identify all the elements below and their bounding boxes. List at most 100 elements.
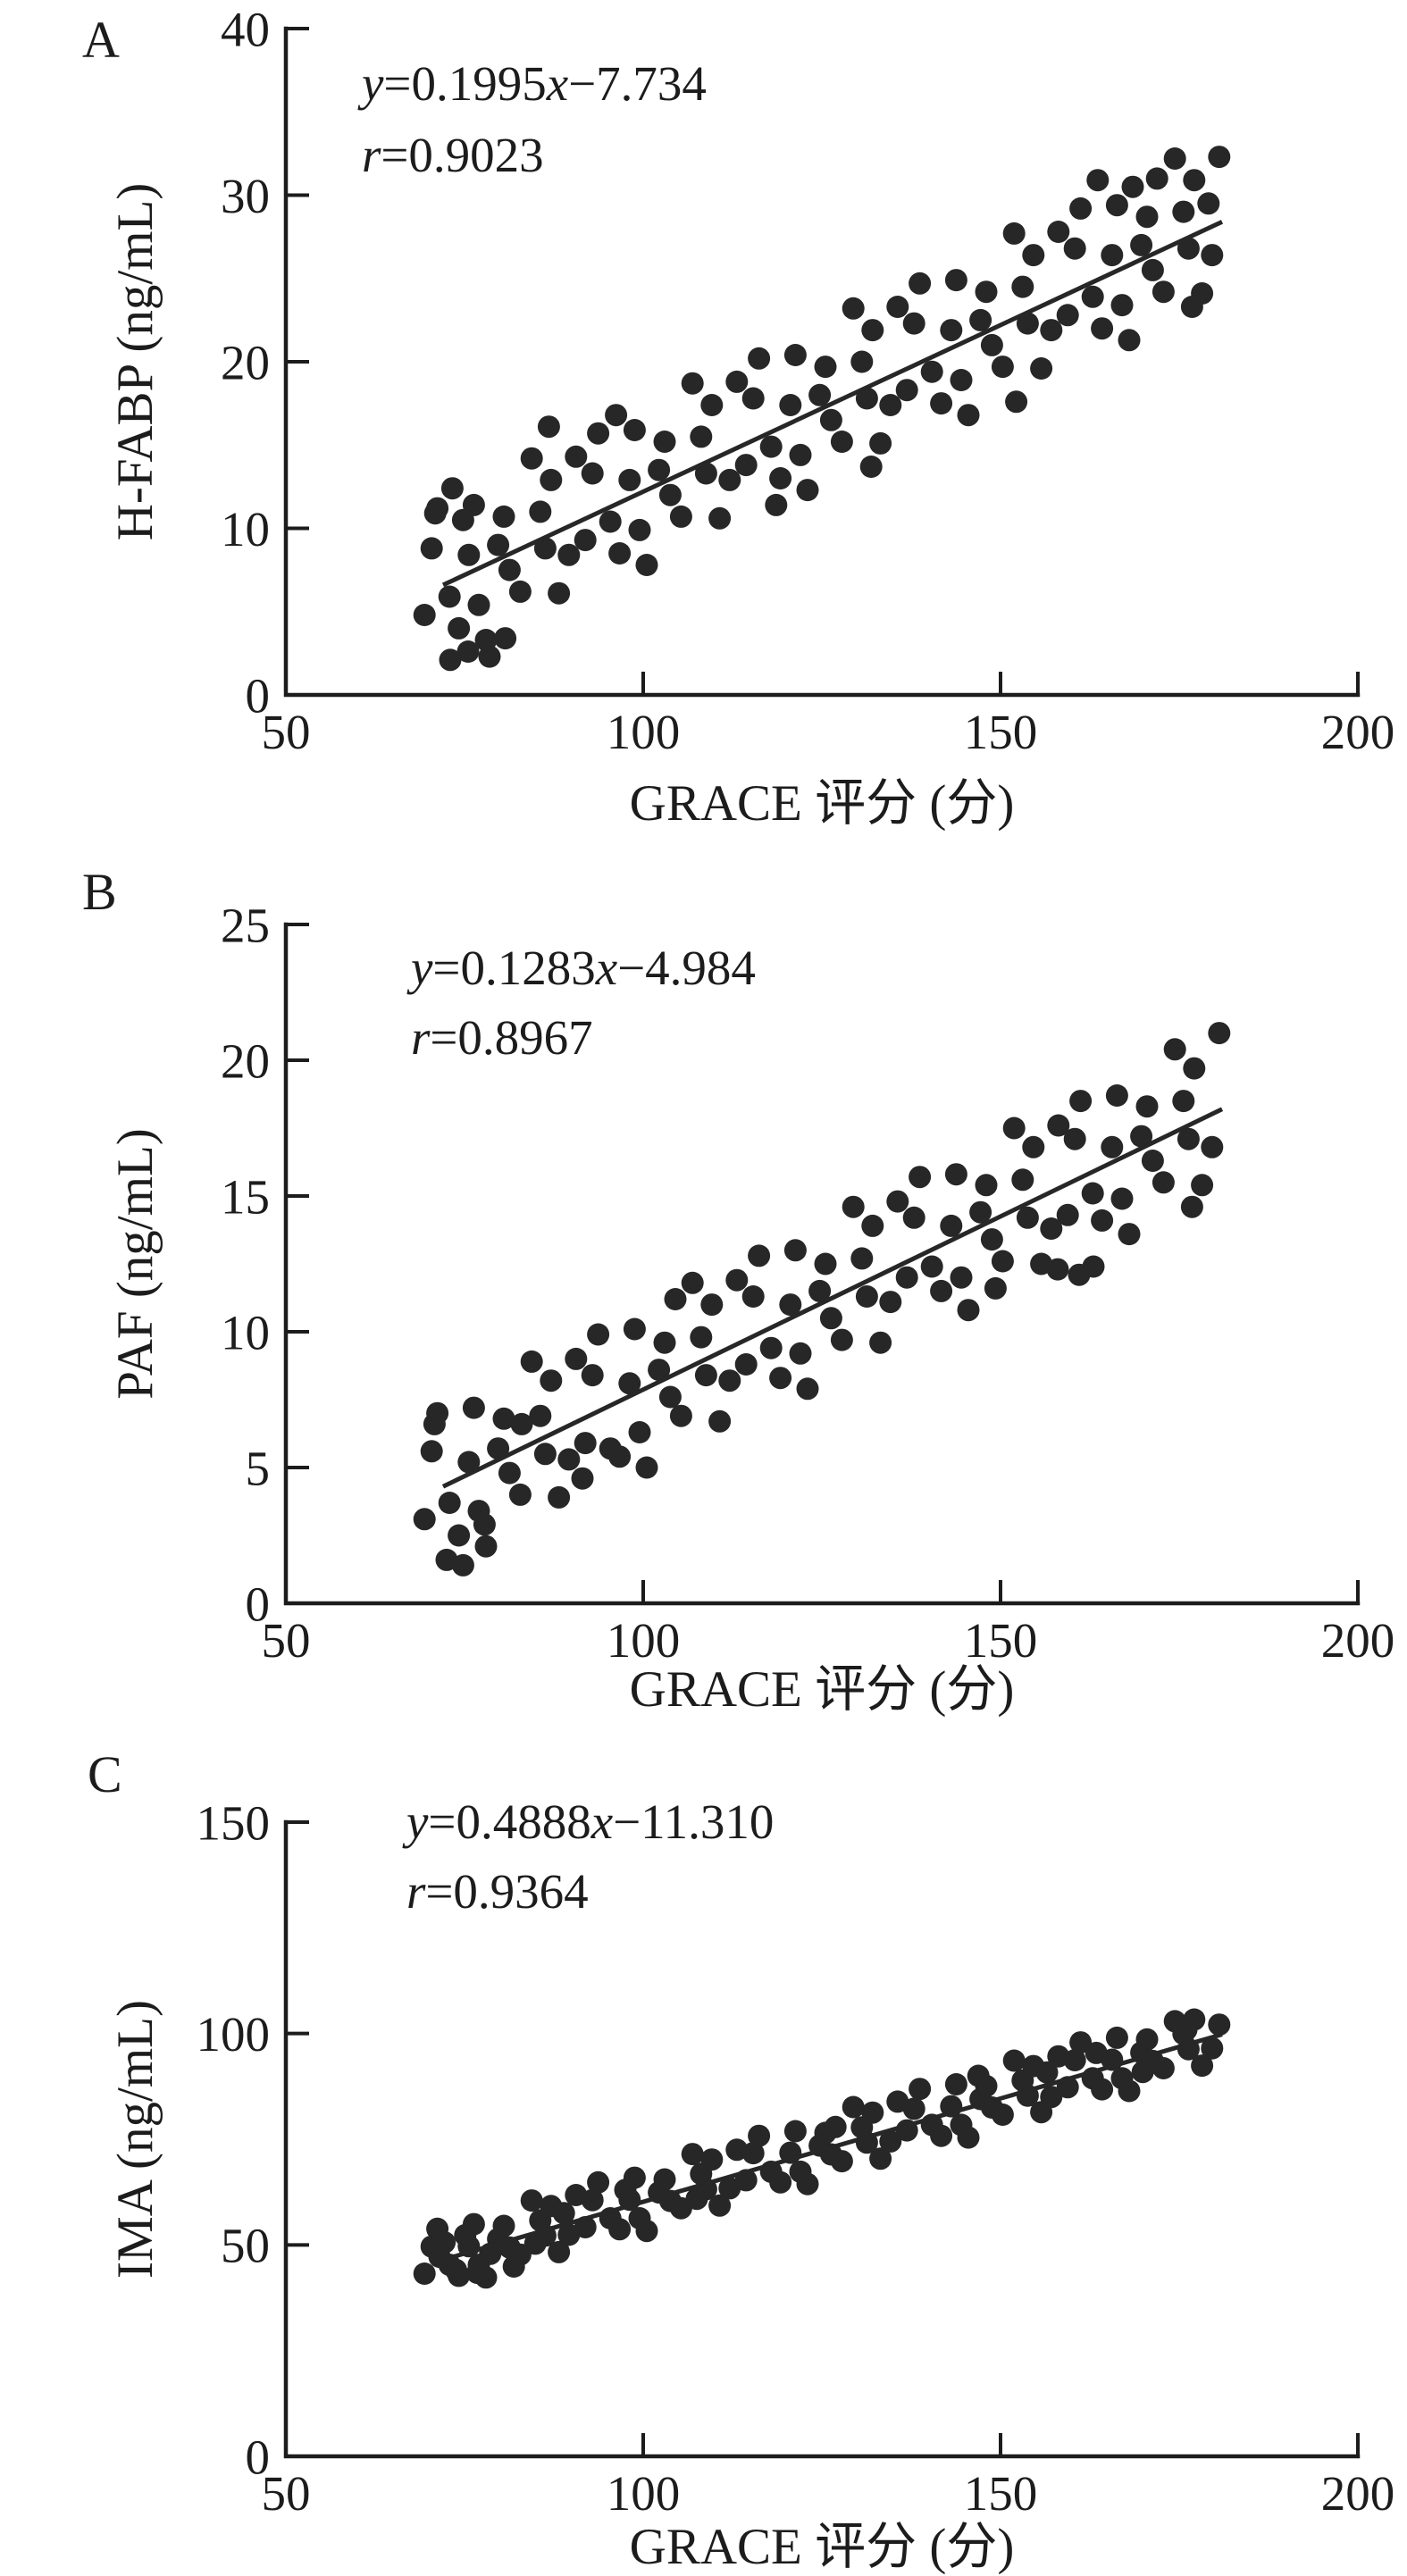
data-point bbox=[895, 379, 918, 402]
regression-equation: y=0.4888x−11.310 bbox=[402, 1794, 774, 1849]
data-point bbox=[708, 506, 732, 530]
data-point bbox=[991, 2103, 1014, 2126]
data-point bbox=[1002, 2049, 1026, 2072]
data-point bbox=[950, 1266, 973, 1289]
axes-layer: 50 100 150 200 0 5 10 15 20 25 bbox=[221, 898, 1394, 1668]
data-point bbox=[648, 1359, 671, 1382]
data-point bbox=[741, 1285, 765, 1308]
data-point bbox=[520, 447, 543, 470]
data-point bbox=[448, 616, 471, 640]
data-point bbox=[474, 1535, 498, 1558]
data-point bbox=[1105, 194, 1128, 217]
data-point bbox=[1191, 2054, 1214, 2078]
y-tick-label: 50 bbox=[221, 2219, 270, 2273]
y-tick-label: 20 bbox=[221, 335, 270, 389]
data-point bbox=[957, 1299, 980, 1322]
data-point bbox=[1201, 2037, 1224, 2060]
data-point bbox=[930, 392, 953, 415]
data-point bbox=[1135, 1095, 1159, 1118]
data-point bbox=[618, 468, 641, 491]
data-point bbox=[492, 1407, 515, 1430]
data-point bbox=[1069, 1090, 1093, 1113]
x-tick-label: 100 bbox=[607, 1613, 681, 1668]
data-point bbox=[465, 2262, 489, 2285]
scatter-plot-hfabp: 50 100 150 200 0 10 20 30 40 A y=0.1995x−7.734 r… bbox=[82, 2, 1394, 832]
data-point bbox=[413, 1508, 436, 1531]
data-point bbox=[814, 355, 837, 379]
data-point bbox=[842, 2095, 865, 2119]
data-point bbox=[498, 1461, 521, 1485]
data-point bbox=[1131, 2061, 1154, 2084]
data-point bbox=[474, 629, 498, 651]
data-point bbox=[1081, 285, 1104, 308]
data-point bbox=[669, 505, 692, 528]
points-layer bbox=[413, 2008, 1231, 2289]
data-point bbox=[653, 2168, 676, 2191]
trend-line bbox=[441, 1107, 1224, 1489]
y-tick-label: 30 bbox=[221, 169, 270, 223]
data-point bbox=[1208, 2013, 1231, 2037]
data-point bbox=[420, 1440, 443, 1463]
data-point bbox=[1016, 1206, 1039, 1229]
x-tick-label: 150 bbox=[964, 2466, 1038, 2521]
data-point bbox=[814, 1252, 837, 1275]
data-point bbox=[587, 422, 610, 445]
data-point bbox=[681, 1271, 704, 1294]
data-point bbox=[433, 2231, 456, 2254]
data-point bbox=[861, 1214, 884, 1237]
data-point bbox=[975, 1174, 998, 1197]
data-point bbox=[623, 419, 646, 441]
x-tick-label: 50 bbox=[262, 2466, 311, 2521]
data-point bbox=[565, 1347, 588, 1370]
data-point bbox=[808, 383, 832, 406]
data-point bbox=[869, 1331, 892, 1354]
data-point bbox=[1047, 221, 1070, 243]
data-point bbox=[859, 456, 883, 478]
data-point bbox=[855, 1285, 878, 1308]
trend-line bbox=[442, 2032, 1223, 2262]
data-point bbox=[618, 1372, 641, 1395]
data-point bbox=[1040, 1217, 1063, 1240]
regression-equation: y=0.1283x−4.984 bbox=[406, 941, 756, 995]
data-point bbox=[748, 347, 771, 370]
data-point bbox=[1172, 200, 1195, 223]
data-point bbox=[1152, 1171, 1175, 1194]
data-point bbox=[648, 458, 671, 481]
data-point bbox=[1086, 169, 1110, 192]
y-tick-label: 40 bbox=[221, 2, 270, 56]
data-point bbox=[902, 312, 925, 335]
data-point bbox=[1022, 244, 1045, 267]
data-point bbox=[855, 387, 878, 410]
data-point bbox=[1163, 147, 1186, 170]
data-point bbox=[944, 2073, 967, 2095]
panel-letter: A bbox=[82, 11, 120, 69]
data-point bbox=[944, 269, 967, 292]
data-point bbox=[1105, 2026, 1128, 2049]
data-point bbox=[614, 2179, 637, 2202]
data-point bbox=[548, 581, 571, 605]
data-point bbox=[969, 1200, 992, 1224]
x-tick-label: 200 bbox=[1321, 1613, 1395, 1668]
data-point bbox=[510, 1412, 533, 1435]
data-point bbox=[1081, 1182, 1104, 1205]
y-tick-label: 0 bbox=[246, 1577, 271, 1631]
data-point bbox=[1183, 169, 1206, 192]
data-point bbox=[478, 645, 501, 668]
scatter-panel-c: 50 100 150 200 0 50 100 150 C y=0.4888x−11.310 … bbox=[0, 1717, 1407, 2576]
data-point bbox=[1085, 2041, 1108, 2064]
data-point bbox=[1011, 1168, 1034, 1192]
y-tick-label: 20 bbox=[221, 1033, 270, 1088]
data-point bbox=[1063, 1127, 1086, 1150]
data-point bbox=[413, 604, 436, 626]
data-point bbox=[1191, 1174, 1214, 1197]
data-point bbox=[930, 1279, 953, 1302]
data-point bbox=[1056, 1203, 1079, 1226]
data-point bbox=[540, 1369, 563, 1393]
data-point bbox=[438, 1492, 461, 1514]
y-tick-label: 100 bbox=[197, 2007, 271, 2062]
y-tick-label: 10 bbox=[221, 502, 270, 556]
data-point bbox=[608, 1445, 632, 1468]
data-point bbox=[540, 468, 563, 491]
